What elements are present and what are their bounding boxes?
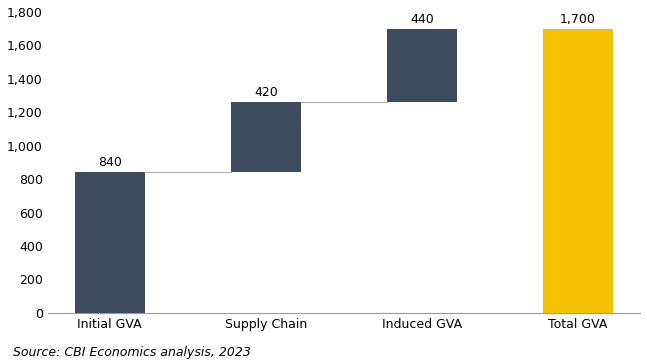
Text: 440: 440	[410, 13, 433, 26]
Text: 840: 840	[98, 156, 122, 170]
Bar	[543, 29, 613, 313]
Bar	[74, 172, 145, 313]
Text: 420: 420	[254, 86, 278, 99]
Text: Source: CBI Economics analysis, 2023: Source: CBI Economics analysis, 2023	[13, 346, 251, 359]
Bar	[387, 29, 457, 102]
Bar	[231, 102, 301, 172]
Text: 1,700: 1,700	[560, 13, 596, 26]
